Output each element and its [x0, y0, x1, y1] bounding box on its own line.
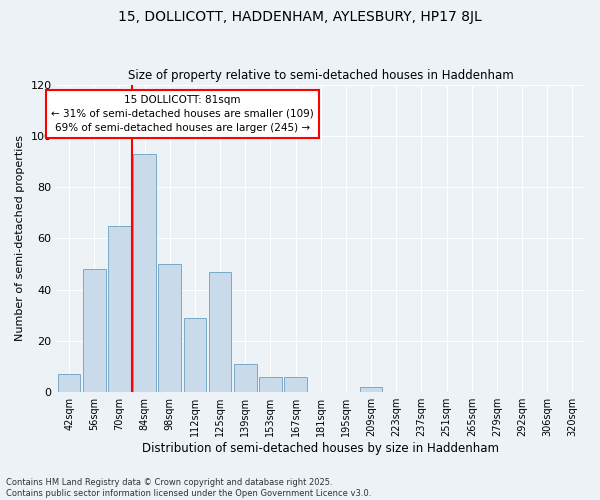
Text: Contains HM Land Registry data © Crown copyright and database right 2025.
Contai: Contains HM Land Registry data © Crown c…	[6, 478, 371, 498]
Bar	[108, 226, 131, 392]
Text: 15 DOLLICOTT: 81sqm
← 31% of semi-detached houses are smaller (109)
69% of semi-: 15 DOLLICOTT: 81sqm ← 31% of semi-detach…	[51, 95, 314, 133]
X-axis label: Distribution of semi-detached houses by size in Haddenham: Distribution of semi-detached houses by …	[142, 442, 499, 455]
Bar	[209, 272, 232, 392]
Title: Size of property relative to semi-detached houses in Haddenham: Size of property relative to semi-detach…	[128, 69, 514, 82]
Bar	[259, 377, 282, 392]
Bar	[133, 154, 156, 392]
Bar	[234, 364, 257, 392]
Bar	[284, 377, 307, 392]
Text: 15, DOLLICOTT, HADDENHAM, AYLESBURY, HP17 8JL: 15, DOLLICOTT, HADDENHAM, AYLESBURY, HP1…	[118, 10, 482, 24]
Bar	[83, 269, 106, 392]
Bar	[158, 264, 181, 392]
Bar	[360, 387, 382, 392]
Bar	[184, 318, 206, 392]
Y-axis label: Number of semi-detached properties: Number of semi-detached properties	[15, 136, 25, 342]
Bar	[58, 374, 80, 392]
